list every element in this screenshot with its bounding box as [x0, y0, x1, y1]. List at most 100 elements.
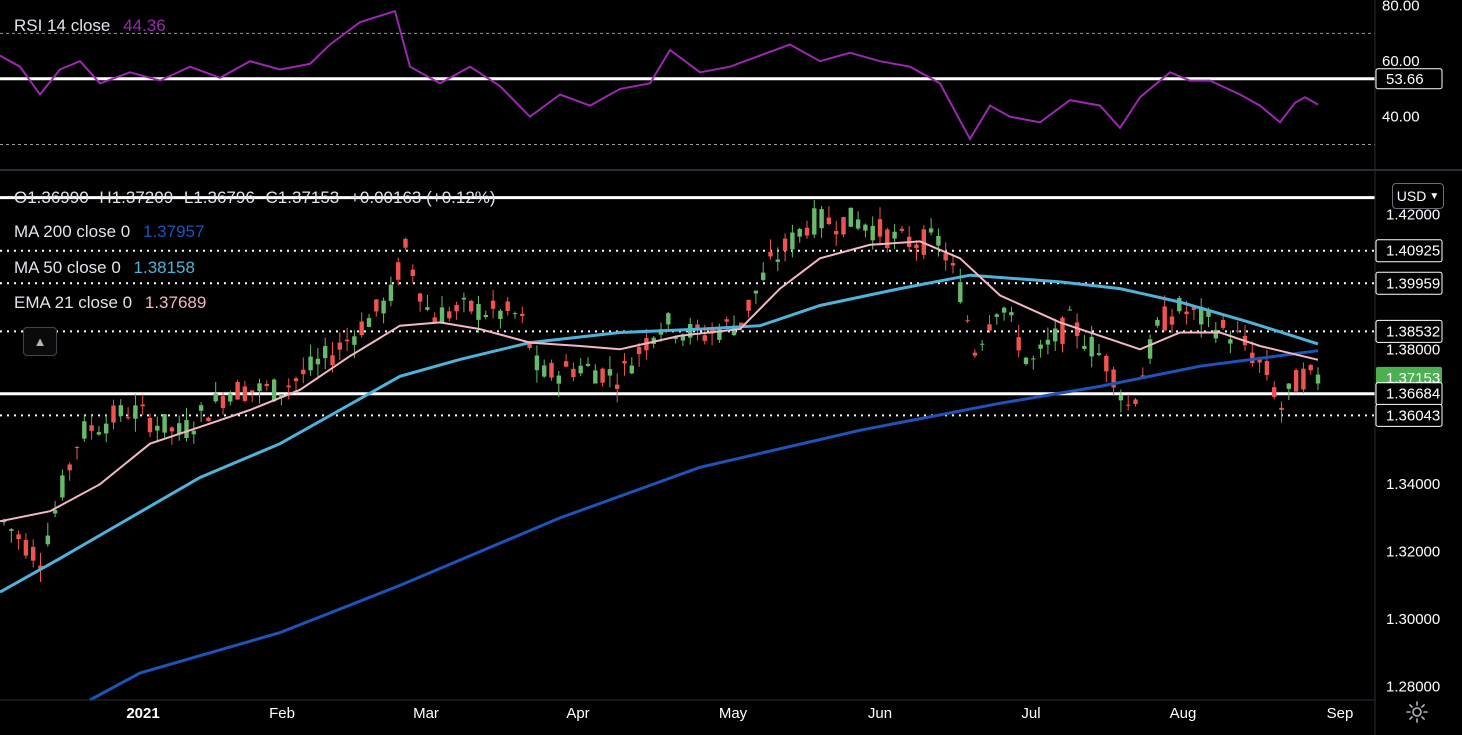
candle-body [220, 396, 226, 409]
candle-body [286, 385, 291, 388]
candle-body [695, 324, 700, 331]
ohlc-low: L1.36796 [183, 188, 255, 207]
candle-body [804, 227, 810, 236]
candle-body [702, 335, 707, 341]
ma50-value: 1.38158 [133, 258, 195, 277]
candle-body [943, 253, 948, 261]
candle-body [585, 363, 591, 366]
candle-body [1293, 370, 1299, 392]
candle-body [432, 317, 437, 323]
currency-label: USD [1396, 188, 1427, 204]
candle-body [52, 509, 58, 514]
candle-body [206, 417, 211, 422]
time-axis-label: Feb [269, 705, 295, 722]
ohlc-legend: O1.36990 H1.37209 L1.36796 C1.37153 +0.0… [14, 188, 502, 208]
candle-body [235, 381, 240, 400]
candle-body [490, 300, 496, 309]
currency-selector[interactable]: USD ▼ [1392, 183, 1444, 209]
ema21-line [0, 240, 1319, 523]
candle-body [1053, 328, 1058, 342]
candle-body [1038, 344, 1043, 349]
price-axis-label: 1.38000 [1386, 341, 1440, 358]
candle-body [250, 390, 255, 393]
rsi-level-tag [1375, 68, 1443, 90]
candle-body [439, 307, 445, 324]
candle-body [271, 379, 277, 402]
candle-body [1096, 353, 1102, 355]
candle-body [1009, 312, 1014, 316]
candle-body [308, 356, 313, 371]
candle-body [797, 228, 802, 237]
ma50-legend: MA 50 close 0 1.38158 [14, 258, 195, 278]
candle-body [1235, 330, 1240, 332]
candle-body [549, 362, 554, 378]
price-level-tag [1375, 403, 1443, 427]
collapse-legend-button[interactable]: ▲ [23, 327, 57, 356]
gear-icon[interactable] [1405, 700, 1429, 724]
candle-body [9, 529, 14, 531]
candle-body [512, 313, 518, 315]
price-axis-label: 1.32000 [1386, 544, 1440, 561]
price-axis-label: 1.36043 [1386, 407, 1440, 424]
candle-body [1308, 365, 1313, 371]
candle-body [1272, 387, 1277, 398]
time-axis-label: Jul [1021, 705, 1040, 722]
ma200-line [89, 349, 1319, 702]
candle-body [775, 259, 780, 262]
candle-body [812, 208, 817, 235]
candle-body [790, 232, 795, 250]
candle-body [622, 360, 627, 364]
candle-body [556, 375, 561, 384]
candle-body [571, 368, 576, 378]
candle-body [1074, 322, 1080, 337]
candle-body [147, 417, 153, 433]
candle-body [615, 384, 620, 390]
candle-body [848, 207, 853, 227]
candle-body [542, 365, 547, 377]
candle-body [1220, 319, 1226, 328]
candle-body [709, 328, 715, 334]
candle-body [1111, 369, 1116, 388]
time-axis-label: Apr [566, 705, 589, 722]
candle-body [1031, 358, 1036, 360]
candle-body [1286, 383, 1291, 389]
candle-body [104, 423, 109, 434]
price-level-tag [1375, 239, 1443, 263]
price-axis-label: 1.28000 [1386, 679, 1440, 696]
candle-body [1301, 368, 1306, 390]
rsi-legend: RSI 14 close 44.36 [14, 16, 166, 36]
candle-body [257, 383, 262, 392]
candle-body [177, 423, 182, 435]
candle-body [761, 272, 766, 280]
rsi-label: RSI 14 close [14, 16, 111, 35]
candle-body [301, 369, 306, 375]
ohlc-change: +0.00163 (+0.12%) [350, 188, 496, 207]
candle-body [1155, 319, 1160, 326]
candle-body [60, 475, 65, 498]
candle-body [899, 228, 905, 231]
time-axis-label: Mar [413, 705, 439, 722]
candle-body [483, 314, 488, 318]
candle-body [366, 318, 372, 327]
candle-body [140, 404, 145, 407]
candle-body [826, 217, 832, 225]
rsi-line [0, 9, 1319, 142]
candle-body [607, 369, 613, 376]
candle-body [67, 464, 72, 471]
candle-body [118, 405, 123, 417]
candle-body [410, 269, 415, 276]
candle-body [169, 427, 175, 432]
candle-body [359, 321, 364, 336]
price-axis-label: 1.42000 [1386, 206, 1440, 223]
candle-body [724, 319, 729, 322]
candle-body [213, 393, 218, 402]
candle-body [403, 238, 408, 248]
price-axis-label: 1.36684 [1386, 386, 1440, 403]
ohlc-close: C1.37153 [265, 188, 340, 207]
candle-body [1118, 395, 1124, 401]
ema21-label: EMA 21 close 0 [14, 293, 133, 312]
rsi-value: 44.36 [123, 16, 166, 35]
candle-body [1213, 329, 1218, 339]
candle-body [1147, 339, 1153, 359]
